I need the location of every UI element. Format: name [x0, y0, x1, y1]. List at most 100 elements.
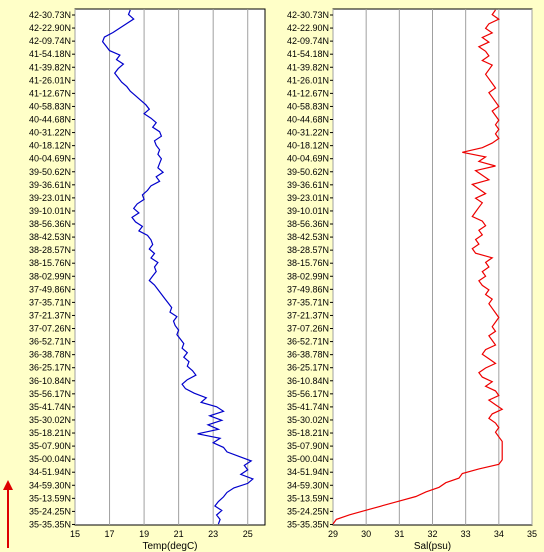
y-tick-label: 35-13.59N — [29, 493, 71, 503]
y-tick-label: 40-58.83N — [29, 101, 71, 111]
y-tick-label: 41-26.01N — [287, 75, 329, 85]
y-tick-label: 39-23.01N — [287, 193, 329, 203]
y-tick-label: 40-04.69N — [287, 154, 329, 164]
y-tick-label: 36-52.71N — [287, 337, 329, 347]
y-tick-label: 35-07.90N — [29, 441, 71, 451]
y-tick-label: 37-35.71N — [29, 297, 71, 307]
x-tick-label: 35 — [527, 529, 537, 539]
y-tick-label: 37-07.26N — [287, 324, 329, 334]
y-tick-label: 35-18.21N — [29, 428, 71, 438]
y-tick-label: 35-56.17N — [29, 389, 71, 399]
y-tick-label: 41-12.67N — [287, 88, 329, 98]
y-tick-label: 39-10.01N — [29, 206, 71, 216]
x-tick-label: 25 — [243, 529, 253, 539]
y-tick-label: 40-18.12N — [287, 141, 329, 151]
y-tick-label: 42-22.90N — [29, 23, 71, 33]
y-tick-label: 34-59.30N — [287, 480, 329, 490]
y-tick-label: 35-30.02N — [287, 415, 329, 425]
up-arrow-icon — [3, 480, 13, 548]
y-tick-label: 42-30.73N — [29, 10, 71, 20]
y-tick-label: 42-22.90N — [287, 23, 329, 33]
y-tick-label: 35-30.02N — [29, 415, 71, 425]
y-tick-label: 38-15.76N — [287, 258, 329, 268]
y-tick-label: 34-51.94N — [287, 467, 329, 477]
y-tick-label: 40-44.68N — [29, 115, 71, 125]
y-tick-label: 34-51.94N — [29, 467, 71, 477]
y-tick-label: 39-50.62N — [287, 167, 329, 177]
x-tick-label: 33 — [461, 529, 471, 539]
y-tick-label: 41-54.18N — [287, 49, 329, 59]
y-tick-label: 35-13.59N — [287, 493, 329, 503]
y-tick-label: 36-10.84N — [29, 376, 71, 386]
y-tick-label: 38-28.57N — [29, 245, 71, 255]
series-line — [101, 9, 255, 525]
y-tick-label: 34-59.30N — [29, 480, 71, 490]
y-tick-label: 36-25.17N — [29, 363, 71, 373]
y-tick-label: 39-36.61N — [29, 180, 71, 190]
y-tick-label: 35-07.90N — [287, 441, 329, 451]
y-tick-label: 35-35.35N — [287, 519, 329, 529]
x-tick-label: 29 — [328, 529, 338, 539]
x-tick-label: 15 — [70, 529, 80, 539]
y-tick-label: 39-50.62N — [29, 167, 71, 177]
x-tick-label: 32 — [427, 529, 437, 539]
y-tick-label: 37-21.37N — [29, 310, 71, 320]
y-tick-label: 37-49.86N — [29, 284, 71, 294]
y-tick-label: 36-38.78N — [287, 350, 329, 360]
y-tick-label: 41-39.82N — [29, 62, 71, 72]
y-tick-label: 38-15.76N — [29, 258, 71, 268]
x-tick-label: 23 — [208, 529, 218, 539]
y-tick-label: 38-28.57N — [287, 245, 329, 255]
salinity-panel: 29 30 31 32 33 34 35 42-30.73N 42-22.90N 42-09.74… — [287, 8, 537, 552]
y-tick-label: 35-56.17N — [287, 389, 329, 399]
y-tick-label: 35-41.74N — [287, 402, 329, 412]
y-tick-label: 35-24.25N — [287, 506, 329, 516]
y-tick-label: 40-04.69N — [29, 154, 71, 164]
y-tick-label: 40-31.22N — [287, 128, 329, 138]
y-tick-label: 35-18.21N — [287, 428, 329, 438]
y-tick-label: 36-38.78N — [29, 350, 71, 360]
y-tick-label: 42-30.73N — [287, 10, 329, 20]
y-tick-label: 41-54.18N — [29, 49, 71, 59]
y-tick-label: 36-10.84N — [287, 376, 329, 386]
x-axis-label: Sal(psu) — [414, 541, 451, 552]
y-tick-label: 39-36.61N — [287, 180, 329, 190]
y-tick-label: 40-44.68N — [287, 115, 329, 125]
y-tick-label: 37-07.26N — [29, 324, 71, 334]
y-tick-label: 40-58.83N — [287, 101, 329, 111]
y-tick-label: 36-52.71N — [29, 337, 71, 347]
y-tick-label: 38-42.53N — [287, 232, 329, 242]
x-tick-label: 34 — [494, 529, 504, 539]
y-tick-label: 40-18.12N — [29, 141, 71, 151]
y-tick-label: 40-31.22N — [29, 128, 71, 138]
x-axis-label: Temp(degC) — [142, 541, 197, 552]
y-tick-label: 39-23.01N — [29, 193, 71, 203]
x-tick-label: 31 — [394, 529, 404, 539]
y-tick-label: 35-41.74N — [29, 402, 71, 412]
x-tick-label: 19 — [139, 529, 149, 539]
y-tick-label: 38-56.36N — [29, 219, 71, 229]
y-tick-label: 42-09.74N — [29, 36, 71, 46]
y-tick-label: 36-25.17N — [287, 363, 329, 373]
y-tick-label: 38-02.99N — [287, 271, 329, 281]
y-tick-label: 38-02.99N — [29, 271, 71, 281]
y-tick-label: 37-21.37N — [287, 310, 329, 320]
series-line — [332, 9, 504, 525]
x-tick-label: 17 — [105, 529, 115, 539]
plot-area — [74, 8, 266, 526]
x-tick-label: 21 — [174, 529, 184, 539]
y-tick-label: 39-10.01N — [287, 206, 329, 216]
y-tick-label: 41-12.67N — [29, 88, 71, 98]
x-tick-label: 30 — [361, 529, 371, 539]
y-tick-label: 41-39.82N — [287, 62, 329, 72]
y-tick-label: 38-56.36N — [287, 219, 329, 229]
y-tick-label: 41-26.01N — [29, 75, 71, 85]
y-tick-label: 35-00.04N — [29, 454, 71, 464]
y-tick-label: 37-49.86N — [287, 284, 329, 294]
y-tick-label: 37-35.71N — [287, 297, 329, 307]
y-tick-label: 35-35.35N — [29, 519, 71, 529]
y-tick-label: 35-00.04N — [287, 454, 329, 464]
y-tick-label: 38-42.53N — [29, 232, 71, 242]
y-tick-label: 35-24.25N — [29, 506, 71, 516]
